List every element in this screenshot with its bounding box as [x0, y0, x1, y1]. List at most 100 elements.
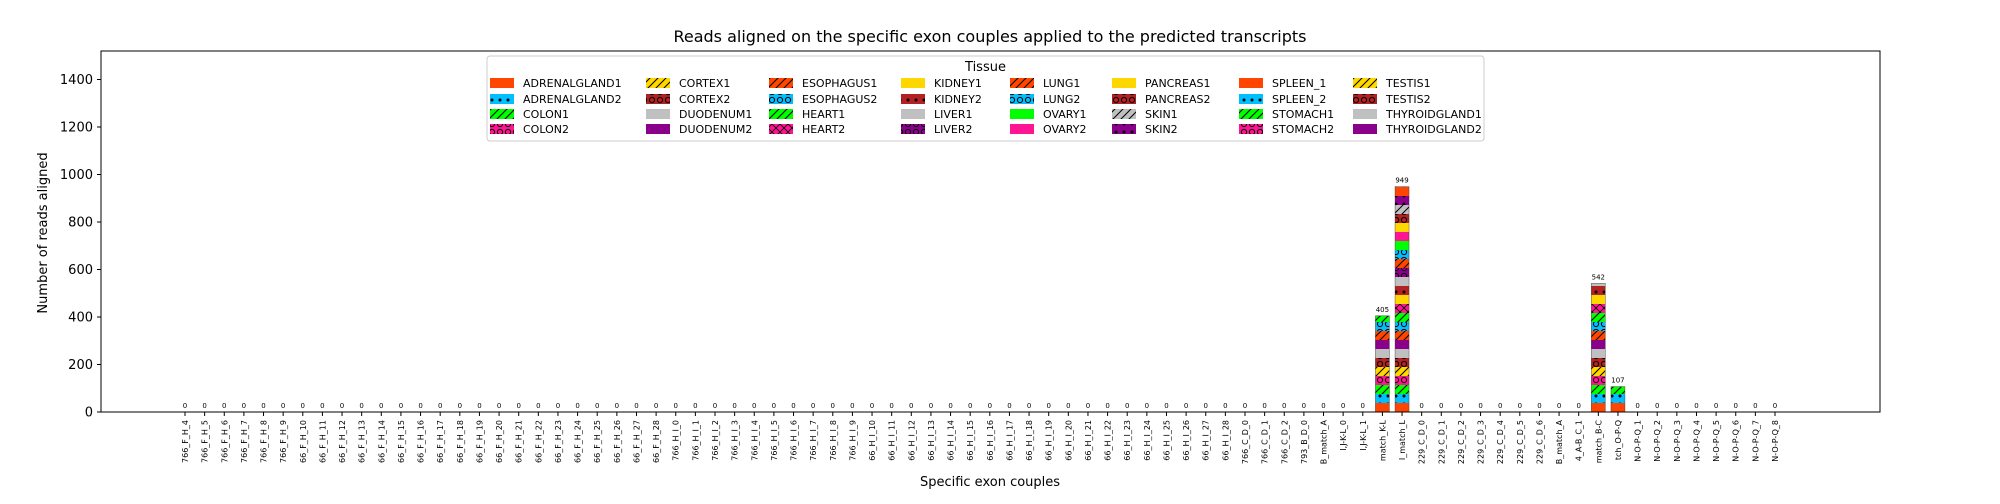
bar-segment: [1395, 295, 1409, 304]
bar-segment: [1395, 394, 1409, 403]
x-tick-label: 766_C_D_2: [1280, 420, 1289, 464]
bar-segment: [1375, 394, 1389, 403]
legend-title: Tissue: [964, 60, 1006, 75]
bar-value-label: 0: [1419, 402, 1423, 410]
legend-label: KIDNEY1: [934, 77, 982, 90]
bar-segment: [1395, 268, 1409, 277]
bar-value-label: 0: [1243, 402, 1247, 410]
bar-value-label: 0: [438, 402, 442, 410]
bar-value-label: 0: [1714, 402, 1718, 410]
legend-swatch: [1239, 94, 1263, 104]
bar-segment: [1395, 223, 1409, 232]
x-tick-label: 766_F_H_9: [279, 420, 288, 463]
x-tick-label: 66_H_I_22: [1104, 420, 1113, 461]
x-tick-label: 766_F_H_6: [220, 420, 229, 463]
bar-value-label: 0: [1105, 402, 1109, 410]
bar-segment: [1591, 283, 1605, 286]
x-axis-label: Specific exon couples: [920, 475, 1060, 490]
x-tick-label: 766_H_I_9: [848, 420, 857, 461]
x-tick-label: 66_H_I_10: [868, 420, 877, 461]
bar-value-label: 0: [693, 402, 697, 410]
x-tick-label: 4_A-B_C_1: [1575, 420, 1584, 461]
legend-label: STOMACH1: [1272, 108, 1334, 121]
legend-label: THYROIDGLAND1: [1385, 108, 1482, 121]
x-tick-label: 229_C_D_4: [1496, 420, 1505, 464]
x-tick-label: 66_F_H_18: [456, 420, 465, 463]
legend-label: ESOPHAGUS1: [802, 77, 877, 90]
x-tick-label: 766_F_H_8: [260, 420, 269, 463]
bar-value-label: 0: [1694, 402, 1698, 410]
legend-label: CORTEX1: [679, 77, 730, 90]
x-tick-label: 66_H_I_25: [1162, 420, 1171, 461]
bar-segment: [1395, 403, 1409, 412]
legend-label: TESTIS2: [1385, 93, 1431, 106]
bar-value-label: 0: [1302, 402, 1306, 410]
x-tick-label: match_B-C: [1594, 420, 1603, 464]
bar-value-label: 0: [1046, 402, 1050, 410]
x-tick-label: 229_C_D_5: [1516, 420, 1525, 464]
x-tick-label: 66_F_H_28: [652, 420, 661, 463]
bar-segment: [1395, 259, 1409, 268]
bar-value-label: 0: [242, 402, 246, 410]
legend-swatch: [1353, 109, 1377, 119]
bar-segment: [1591, 322, 1605, 331]
bar-segment: [1375, 322, 1389, 331]
x-tick-label: 229_C_D_6: [1535, 420, 1544, 464]
x-tick-label: 66_H_I_12: [907, 420, 916, 461]
x-tick-label: 66_H_I_23: [1123, 420, 1132, 461]
x-tick-label: 66_H_I_19: [1045, 420, 1054, 461]
bar-value-label: 0: [320, 402, 324, 410]
bar-segment: [1591, 385, 1605, 394]
legend-label: SKIN1: [1145, 108, 1178, 121]
x-tick-label: B_match_A: [1320, 419, 1329, 464]
bar-value-label: 0: [340, 402, 344, 410]
bar-value-label: 0: [1478, 402, 1482, 410]
legend-label: KIDNEY2: [934, 93, 982, 106]
bar-value-label: 0: [458, 402, 462, 410]
bar-segment: [1395, 331, 1409, 340]
y-tick-label: 1200: [60, 121, 93, 136]
x-tick-label: 766_H_I_4: [750, 420, 759, 461]
y-tick-label: 800: [68, 216, 93, 231]
bar-value-label: 107: [1611, 377, 1624, 385]
bar-segment: [1375, 385, 1389, 394]
x-tick-label: 66_F_H_21: [515, 420, 524, 463]
x-tick-label: N-O-P-Q_7: [1751, 420, 1760, 462]
x-tick-label: 66_F_H_17: [436, 420, 445, 463]
bar-value-label: 0: [811, 402, 815, 410]
bar-segment: [1591, 367, 1605, 376]
x-tick-label: 66_H_I_20: [1064, 420, 1073, 461]
x-tick-label: N-O-P-Q_4: [1692, 420, 1701, 462]
legend-swatch: [1112, 109, 1136, 119]
x-tick-label: 766_H_I_7: [809, 420, 818, 461]
bar-value-label: 0: [1164, 402, 1168, 410]
x-tick-label: 766_H_I_8: [829, 420, 838, 461]
bar-value-label: 0: [1498, 402, 1502, 410]
x-tick-label: 66_H_I_18: [1025, 420, 1034, 461]
x-tick-label: 66_F_H_11: [318, 420, 327, 463]
x-tick-label: 766_C_D_1: [1261, 420, 1270, 464]
bar-segment: [1375, 358, 1389, 367]
legend-swatch: [646, 109, 670, 119]
bar-segment: [1611, 394, 1625, 403]
bar-segment: [1591, 313, 1605, 322]
legend-swatch: [769, 109, 793, 119]
bar-segment: [1395, 277, 1409, 286]
bar-value-label: 0: [556, 402, 560, 410]
x-tick-label: 229_C_D_0: [1418, 420, 1427, 464]
bar-value-label: 0: [536, 402, 540, 410]
y-tick-label: 1400: [60, 73, 93, 88]
x-tick-label: B_match_A: [1555, 419, 1564, 464]
legend-swatch: [490, 109, 514, 119]
bar-value-label: 0: [1753, 402, 1757, 410]
x-tick-label: 229_C_D_3: [1477, 420, 1486, 464]
legend-swatch: [1010, 78, 1034, 88]
x-tick-label: N-O-P-Q_3: [1673, 420, 1682, 462]
x-tick-label: 66_F_H_27: [632, 420, 641, 463]
y-tick-label: 400: [68, 311, 93, 326]
bar-value-label: 542: [1592, 273, 1605, 281]
bar-value-label: 0: [281, 402, 285, 410]
legend-swatch: [1010, 124, 1034, 134]
legend-swatch: [769, 94, 793, 104]
